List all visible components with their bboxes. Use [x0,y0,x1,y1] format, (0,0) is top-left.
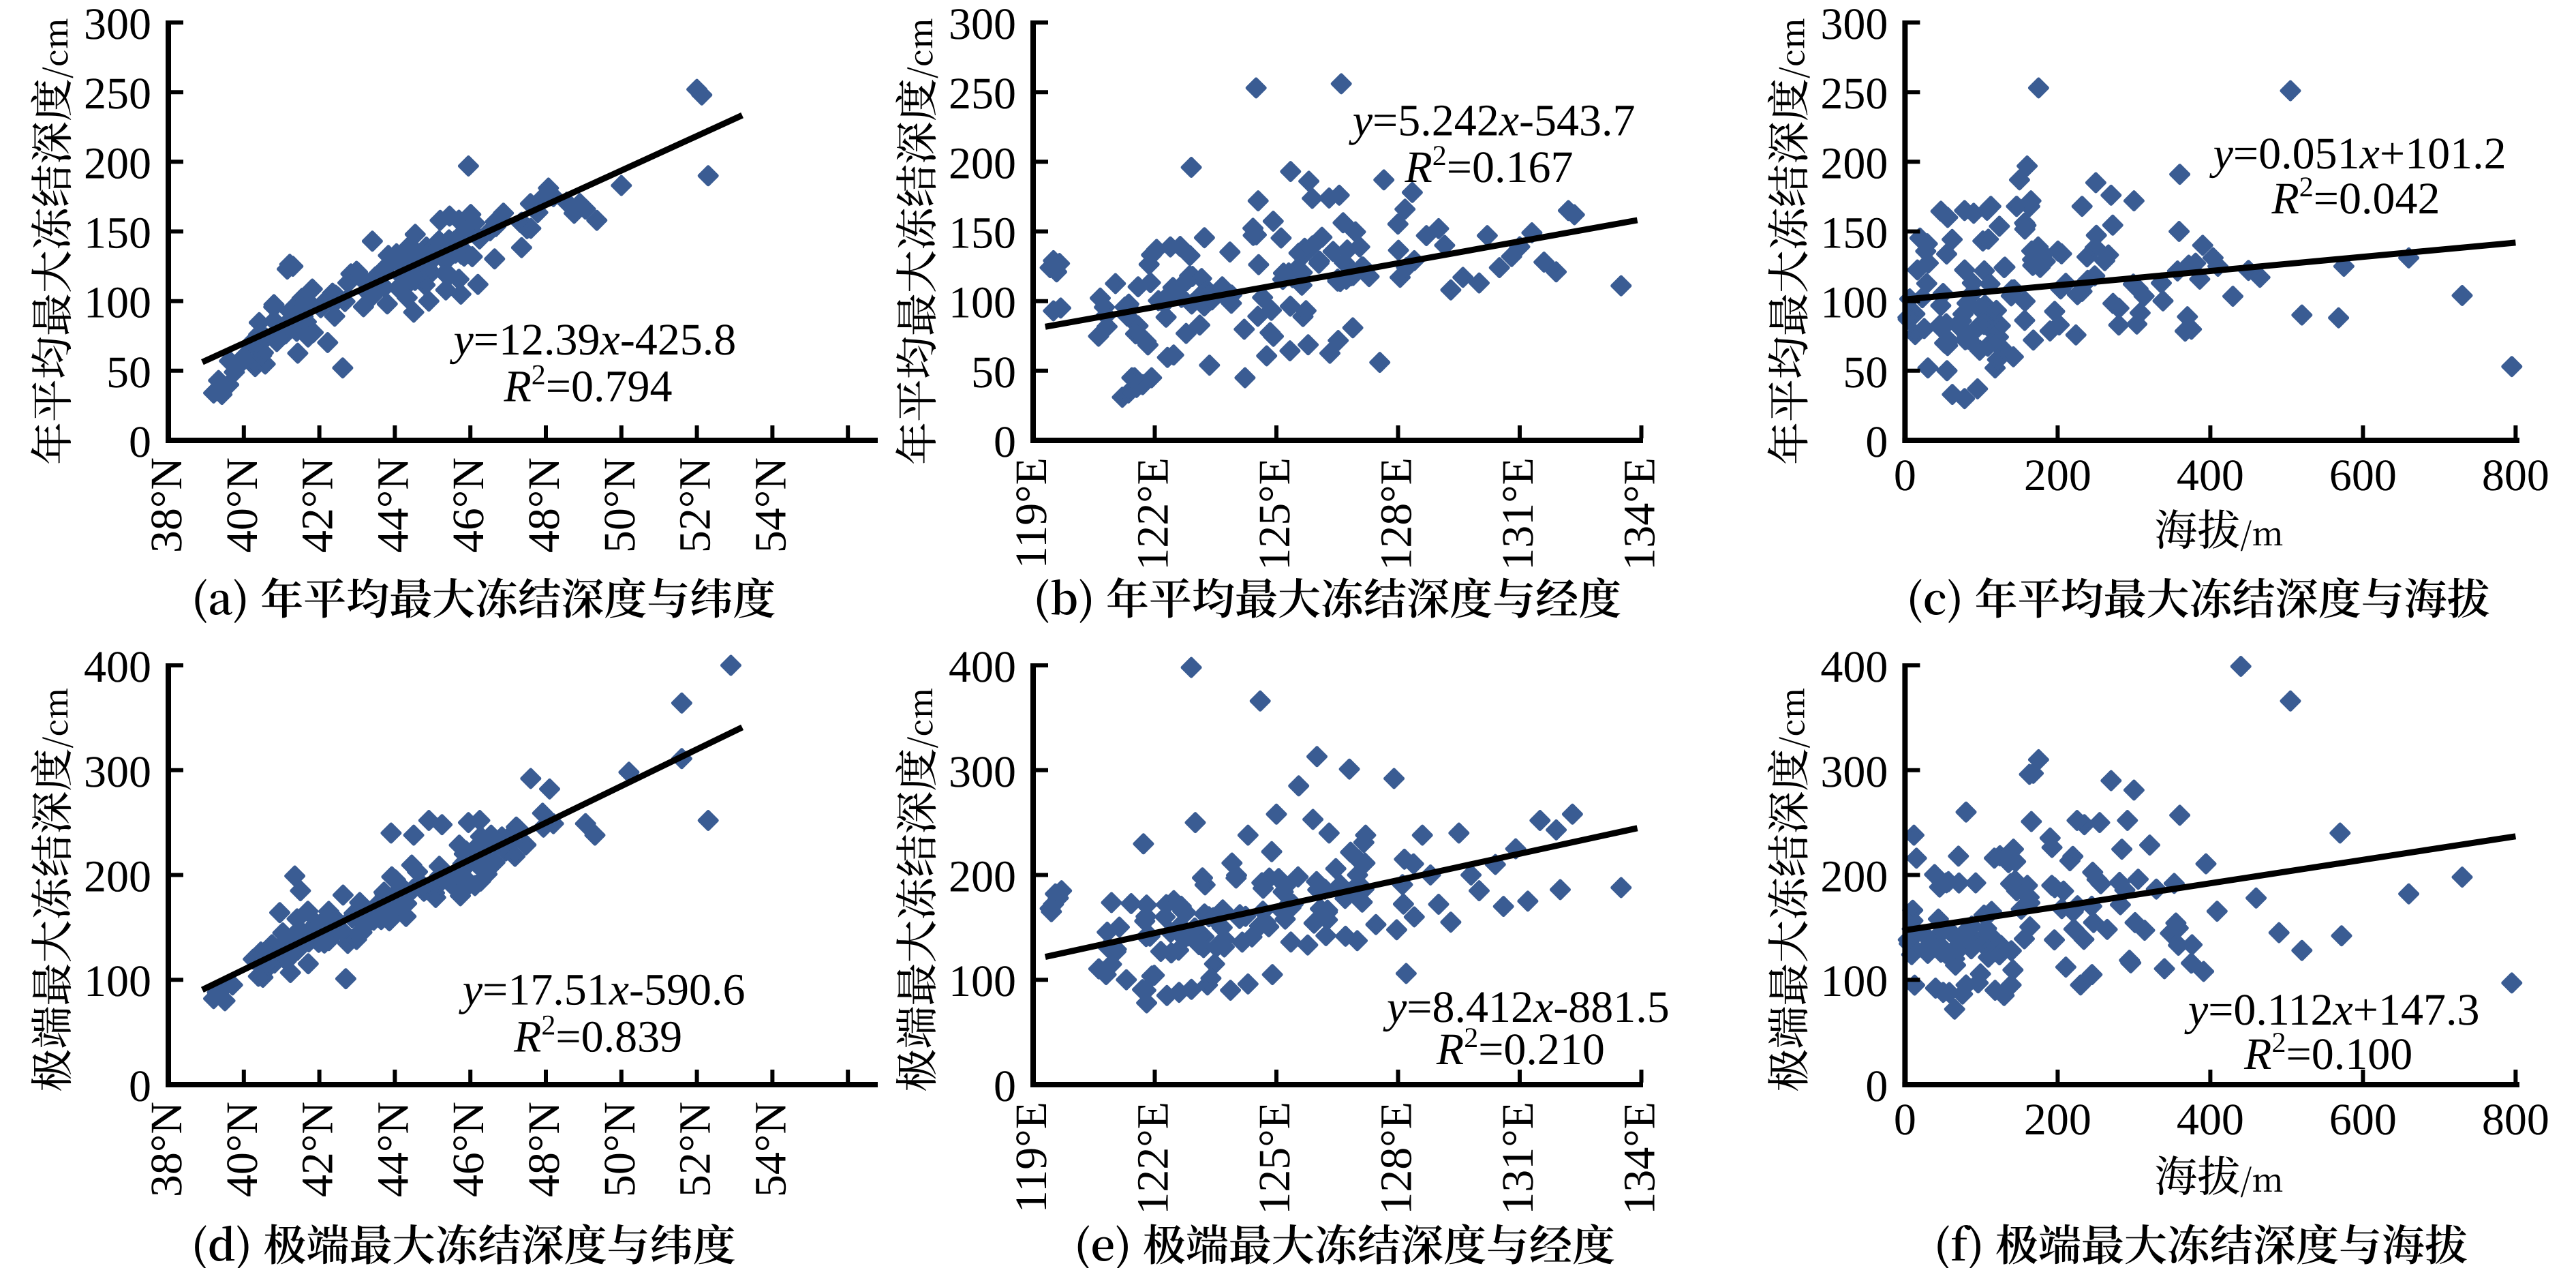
svg-text:y=8.412x-881.5: y=8.412x-881.5 [1383,982,1670,1032]
svg-text:150: 150 [949,209,1016,258]
svg-text:42°N: 42°N [293,1102,343,1197]
svg-text:150: 150 [1820,209,1888,258]
svg-text:50: 50 [106,348,151,397]
svg-text:131°E: 131°E [1493,1102,1543,1215]
svg-text:400: 400 [2177,451,2244,500]
svg-text:400: 400 [1820,642,1888,692]
svg-text:R2=0.167: R2=0.167 [1404,140,1573,192]
svg-text:48°N: 48°N [519,457,569,553]
svg-text:100: 100 [1820,278,1888,328]
svg-text:300: 300 [84,747,151,797]
svg-text:128°E: 128°E [1372,1102,1422,1215]
svg-text:R2=0.839: R2=0.839 [513,1010,682,1061]
svg-text:52°N: 52°N [671,1102,720,1197]
svg-text:400: 400 [949,642,1016,692]
svg-text:200: 200 [949,852,1016,902]
svg-text:128°E: 128°E [1372,457,1422,571]
svg-text:122°E: 122°E [1129,457,1178,571]
svg-text:38°N: 38°N [142,457,191,553]
svg-text:0: 0 [1894,451,1916,500]
svg-text:42°N: 42°N [293,457,343,553]
svg-text:134°E: 134°E [1615,1102,1665,1215]
svg-text:250: 250 [84,69,151,119]
svg-text:y=5.242x-543.7: y=5.242x-543.7 [1349,95,1636,145]
svg-text:800: 800 [2482,451,2549,500]
svg-text:50: 50 [1843,348,1888,397]
svg-text:300: 300 [949,0,1016,49]
svg-text:46°N: 46°N [444,1102,493,1197]
svg-text:200: 200 [949,138,1016,188]
svg-text:100: 100 [84,956,151,1006]
svg-text:y=0.112x+147.3: y=0.112x+147.3 [2184,985,2480,1035]
svg-text:200: 200 [2024,1095,2091,1145]
svg-text:0: 0 [129,1061,151,1111]
svg-text:150: 150 [84,209,151,258]
svg-text:50: 50 [971,348,1016,397]
svg-text:100: 100 [949,956,1016,1006]
svg-text:100: 100 [1820,956,1888,1006]
svg-text:125°E: 125°E [1250,457,1300,571]
svg-text:600: 600 [2329,1095,2397,1145]
svg-text:40°N: 40°N [217,1102,267,1197]
svg-text:0: 0 [129,417,151,467]
svg-text:0: 0 [1894,1095,1916,1145]
svg-text:0: 0 [1865,417,1888,467]
svg-text:800: 800 [2482,1095,2549,1145]
svg-text:R2=0.210: R2=0.210 [1436,1023,1605,1074]
svg-text:0: 0 [994,417,1016,467]
svg-text:200: 200 [84,138,151,188]
svg-text:46°N: 46°N [444,457,493,553]
svg-text:250: 250 [949,69,1016,119]
svg-text:300: 300 [949,747,1016,797]
svg-text:200: 200 [84,852,151,902]
svg-text:54°N: 54°N [746,1102,795,1197]
svg-text:134°E: 134°E [1615,457,1665,571]
svg-text:250: 250 [1820,69,1888,119]
svg-text:125°E: 125°E [1250,1102,1300,1215]
svg-text:400: 400 [2177,1095,2244,1145]
svg-text:y=17.51x-590.6: y=17.51x-590.6 [459,965,746,1015]
svg-text:300: 300 [1820,747,1888,797]
svg-text:200: 200 [2024,451,2091,500]
svg-text:R2=0.794: R2=0.794 [503,360,672,412]
svg-text:200: 200 [1820,852,1888,902]
svg-text:100: 100 [949,278,1016,328]
svg-text:0: 0 [994,1061,1016,1111]
svg-text:131°E: 131°E [1493,457,1543,571]
svg-text:52°N: 52°N [671,457,720,553]
svg-text:119°E: 119°E [1007,457,1056,569]
svg-text:54°N: 54°N [746,457,795,553]
svg-text:300: 300 [84,0,151,49]
svg-text:50°N: 50°N [595,1102,645,1197]
svg-text:R2=0.100: R2=0.100 [2243,1027,2412,1079]
svg-text:119°E: 119°E [1007,1102,1056,1213]
svg-text:40°N: 40°N [217,457,267,553]
svg-text:200: 200 [1820,138,1888,188]
svg-text:50°N: 50°N [595,457,645,553]
svg-text:44°N: 44°N [368,1102,418,1197]
svg-text:600: 600 [2329,451,2397,500]
svg-text:300: 300 [1820,0,1888,49]
svg-text:y=0.051x+101.2: y=0.051x+101.2 [2209,129,2506,179]
svg-text:100: 100 [84,278,151,328]
svg-text:48°N: 48°N [519,1102,569,1197]
svg-text:400: 400 [84,642,151,692]
svg-text:38°N: 38°N [142,1102,191,1197]
svg-text:44°N: 44°N [368,457,418,553]
svg-text:0: 0 [1865,1061,1888,1111]
svg-text:y=12.39x-425.8: y=12.39x-425.8 [450,315,737,365]
svg-text:R2=0.042: R2=0.042 [2271,172,2440,224]
svg-text:122°E: 122°E [1129,1102,1178,1215]
